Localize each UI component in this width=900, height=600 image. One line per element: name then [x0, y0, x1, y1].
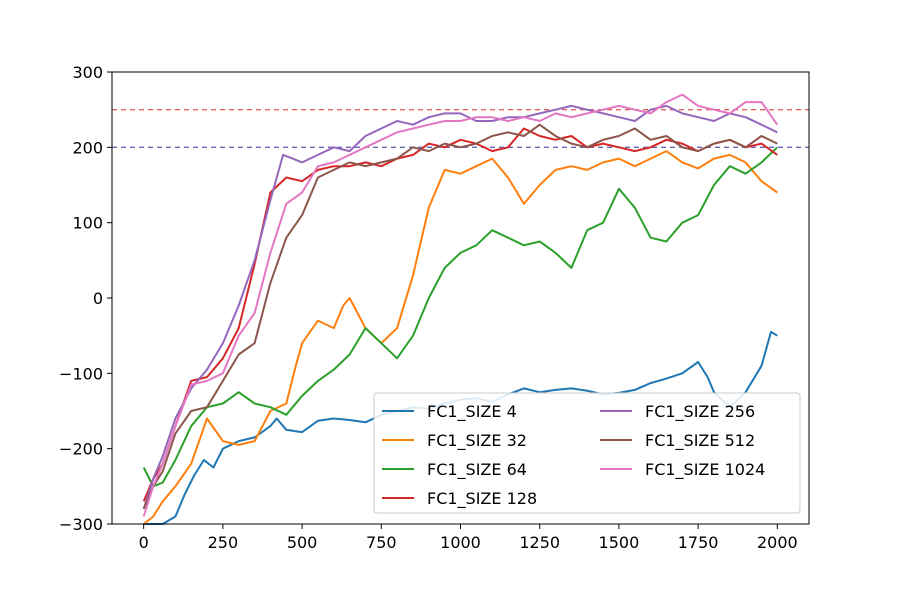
- legend-label: FC1_SIZE 512: [645, 431, 755, 451]
- x-tick-label: 1250: [519, 533, 560, 552]
- y-tick-label: 0: [93, 289, 103, 308]
- series-line-5: [142, 104, 778, 510]
- x-tick-label: 0: [139, 533, 149, 552]
- legend-label: FC1_SIZE 32: [427, 431, 527, 451]
- legend-label: FC1_SIZE 128: [427, 489, 537, 509]
- legend-label: FC1_SIZE 1024: [645, 460, 765, 480]
- x-tick-label: 750: [366, 533, 397, 552]
- y-tick-label: −300: [59, 515, 103, 534]
- y-axis-ticks: −300 −200 −100 0 100 200 300: [59, 63, 112, 534]
- x-tick-label: 1500: [599, 533, 640, 552]
- y-tick-label: 100: [72, 214, 103, 233]
- series-line-7: [142, 93, 779, 517]
- series-line-2: [143, 150, 778, 525]
- y-tick-label: 300: [72, 63, 103, 82]
- legend: FC1_SIZE 4 FC1_SIZE 32 FC1_SIZE 64 FC1_SIZE…: [373, 392, 801, 514]
- x-tick-label: 250: [208, 533, 239, 552]
- x-tick-label: 2000: [757, 533, 798, 552]
- legend-label: FC1_SIZE 4: [427, 402, 517, 422]
- y-tick-label: −200: [59, 440, 103, 459]
- series-line-6: [142, 123, 778, 510]
- x-axis-ticks: 0 250 500 750 1000 1250 1500 1750 2000: [139, 524, 798, 552]
- x-tick-label: 1750: [678, 533, 719, 552]
- legend-label: FC1_SIZE 64: [427, 460, 527, 480]
- y-tick-label: 200: [72, 138, 103, 157]
- x-tick-label: 1000: [440, 533, 481, 552]
- reference-lines: [112, 109, 809, 148]
- series-line-3: [142, 146, 778, 488]
- series-line-4: [142, 127, 778, 502]
- x-tick-label: 500: [287, 533, 318, 552]
- legend-box: [373, 392, 801, 514]
- y-tick-label: −100: [59, 364, 103, 383]
- legend-label: FC1_SIZE 256: [645, 402, 755, 422]
